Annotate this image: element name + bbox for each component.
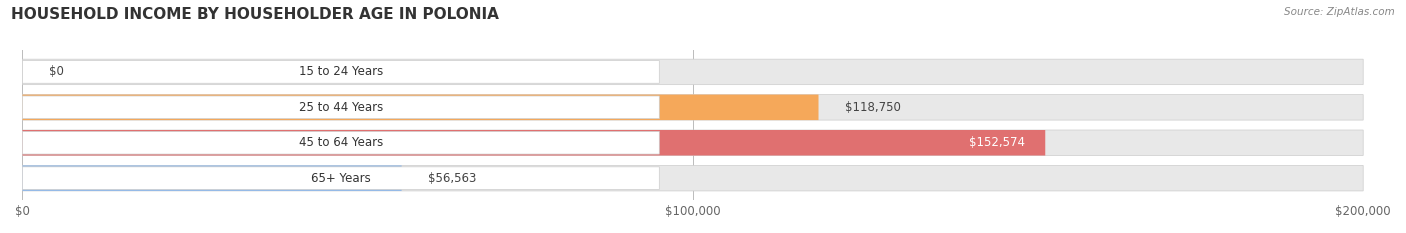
Text: $0: $0 bbox=[49, 65, 65, 79]
FancyBboxPatch shape bbox=[22, 96, 659, 119]
Text: 15 to 24 Years: 15 to 24 Years bbox=[298, 65, 382, 79]
FancyBboxPatch shape bbox=[22, 61, 659, 83]
Text: 65+ Years: 65+ Years bbox=[311, 172, 371, 185]
FancyBboxPatch shape bbox=[22, 131, 659, 154]
FancyBboxPatch shape bbox=[22, 167, 659, 189]
FancyBboxPatch shape bbox=[22, 130, 1364, 155]
FancyBboxPatch shape bbox=[22, 130, 1045, 155]
FancyBboxPatch shape bbox=[22, 165, 1364, 191]
FancyBboxPatch shape bbox=[22, 95, 818, 120]
Text: 45 to 64 Years: 45 to 64 Years bbox=[298, 136, 382, 149]
Text: $118,750: $118,750 bbox=[845, 101, 901, 114]
Text: Source: ZipAtlas.com: Source: ZipAtlas.com bbox=[1284, 7, 1395, 17]
Text: $152,574: $152,574 bbox=[969, 136, 1025, 149]
FancyBboxPatch shape bbox=[22, 59, 1364, 85]
Text: HOUSEHOLD INCOME BY HOUSEHOLDER AGE IN POLONIA: HOUSEHOLD INCOME BY HOUSEHOLDER AGE IN P… bbox=[11, 7, 499, 22]
FancyBboxPatch shape bbox=[22, 95, 1364, 120]
Text: $56,563: $56,563 bbox=[429, 172, 477, 185]
FancyBboxPatch shape bbox=[22, 165, 402, 191]
Text: 25 to 44 Years: 25 to 44 Years bbox=[298, 101, 382, 114]
